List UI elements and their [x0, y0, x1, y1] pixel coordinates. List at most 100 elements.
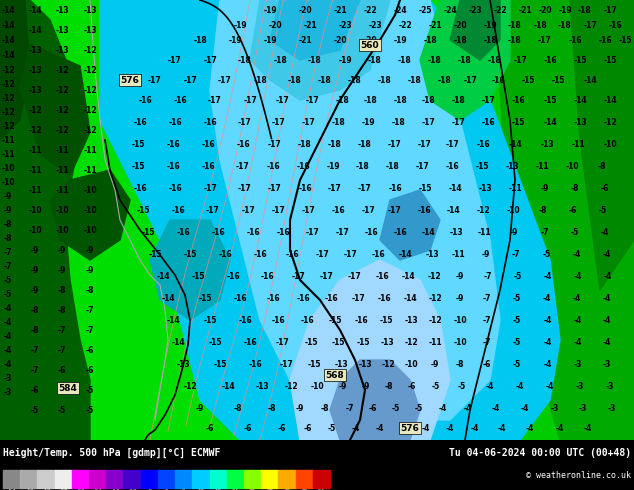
Text: -13: -13 [55, 25, 69, 34]
Text: -7: -7 [86, 305, 94, 315]
Text: -15: -15 [573, 55, 586, 65]
Text: -11: -11 [571, 140, 585, 148]
Text: -16: -16 [253, 249, 267, 259]
Text: -18: -18 [336, 96, 350, 104]
Text: -7: -7 [541, 227, 549, 237]
Text: -13: -13 [256, 382, 269, 391]
Polygon shape [450, 0, 500, 60]
Text: -14: -14 [28, 5, 42, 15]
Text: -9: -9 [31, 245, 39, 254]
Text: -8: -8 [146, 489, 153, 490]
Text: -18: -18 [288, 75, 302, 84]
Bar [158, 470, 175, 488]
Text: -21: -21 [303, 21, 317, 29]
Text: -14: -14 [398, 249, 412, 259]
Text: -16: -16 [243, 338, 257, 346]
Text: 560: 560 [361, 41, 379, 49]
Text: -8: -8 [268, 403, 276, 413]
Text: -19: -19 [263, 5, 277, 15]
Polygon shape [500, 0, 634, 440]
Text: -3: -3 [608, 403, 616, 413]
Text: -8: -8 [86, 286, 94, 294]
Text: -7: -7 [4, 262, 12, 270]
Text: -15: -15 [204, 316, 217, 324]
Text: -3: -3 [574, 360, 582, 368]
Text: -14: -14 [421, 227, 435, 237]
Text: -12: -12 [55, 85, 69, 95]
Text: -15: -15 [511, 118, 525, 126]
Text: -9: -9 [58, 266, 66, 274]
Text: -12: -12 [1, 94, 15, 102]
Text: -12: -12 [83, 46, 97, 54]
Text: 24: 24 [232, 489, 239, 490]
Text: -14: -14 [543, 118, 557, 126]
Bar [295, 470, 313, 488]
Text: -18: -18 [386, 162, 400, 171]
Text: -8: -8 [4, 234, 12, 243]
Text: -17: -17 [236, 162, 250, 171]
Text: -17: -17 [168, 55, 182, 65]
Text: -16: -16 [608, 21, 622, 29]
Text: © weatheronline.co.uk: © weatheronline.co.uk [526, 471, 631, 480]
Bar [37, 470, 55, 488]
Text: -15: -15 [418, 183, 432, 193]
Polygon shape [100, 0, 560, 440]
Text: -17: -17 [271, 118, 285, 126]
Text: -4: -4 [544, 316, 552, 324]
Bar [20, 470, 37, 488]
Text: -7: -7 [482, 338, 491, 346]
Text: -17: -17 [328, 183, 342, 193]
Text: -4: -4 [603, 338, 611, 346]
Text: -17: -17 [388, 140, 402, 148]
Text: -18: -18 [378, 75, 392, 84]
Text: -11: -11 [508, 183, 522, 193]
Text: -4: -4 [486, 382, 494, 391]
Text: 8: 8 [182, 489, 186, 490]
Text: -24: -24 [93, 489, 103, 490]
Text: -18: -18 [193, 35, 207, 45]
Text: -10: -10 [55, 225, 69, 235]
Text: -12: -12 [284, 382, 298, 391]
Polygon shape [0, 0, 90, 440]
Text: -18: -18 [238, 55, 252, 65]
Text: -11: -11 [1, 149, 15, 158]
Polygon shape [420, 0, 510, 120]
Text: -18: -18 [508, 35, 522, 45]
Text: -12: -12 [476, 205, 490, 215]
Text: -9: -9 [339, 382, 347, 391]
Text: -7: -7 [58, 345, 66, 354]
Text: -17: -17 [275, 338, 289, 346]
Text: -14: -14 [603, 96, 617, 104]
Text: -16: -16 [417, 205, 431, 215]
Polygon shape [570, 0, 634, 290]
Text: -13: -13 [540, 140, 554, 148]
Text: -14: -14 [1, 35, 15, 45]
Text: -16: -16 [271, 316, 285, 324]
Text: -17: -17 [583, 21, 597, 29]
Text: -13: -13 [55, 46, 69, 54]
Text: -16: -16 [133, 183, 147, 193]
Text: -16: -16 [481, 118, 495, 126]
Text: -4: -4 [603, 316, 611, 324]
Text: -16: -16 [375, 271, 389, 280]
Text: -20: -20 [538, 5, 552, 15]
Text: 30: 30 [249, 489, 256, 490]
Text: -15: -15 [198, 294, 212, 302]
Text: -5: -5 [415, 403, 423, 413]
Text: -14: -14 [448, 183, 462, 193]
Text: -15: -15 [131, 162, 145, 171]
Bar [72, 470, 89, 488]
Text: -4: -4 [352, 423, 360, 433]
Text: -17: -17 [148, 75, 162, 84]
Text: -5: -5 [599, 205, 607, 215]
Text: -17: -17 [445, 140, 459, 148]
Text: -7: -7 [31, 366, 39, 374]
Text: -14: -14 [583, 75, 597, 84]
Text: -16: -16 [388, 183, 402, 193]
Text: -17: -17 [206, 205, 220, 215]
Polygon shape [150, 220, 230, 320]
Text: -20: -20 [363, 35, 377, 45]
Text: -8: -8 [4, 220, 12, 228]
Text: -13: -13 [176, 360, 190, 368]
Text: -10: -10 [453, 338, 467, 346]
